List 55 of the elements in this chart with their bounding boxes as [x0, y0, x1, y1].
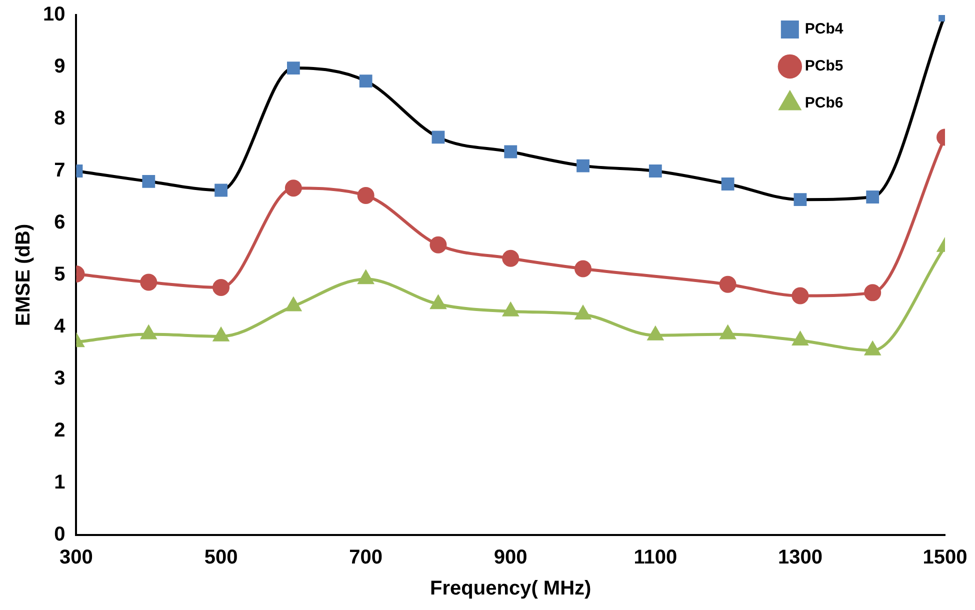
point: [286, 298, 301, 312]
point: [866, 190, 880, 204]
y-tick-label: 5: [54, 264, 66, 286]
point: [214, 184, 228, 197]
point: [574, 260, 592, 278]
x-tick-label: 1300: [778, 546, 822, 569]
point: [430, 296, 446, 310]
point: [576, 159, 590, 172]
point: [792, 332, 808, 346]
x-tick-label: 1100: [634, 546, 678, 569]
point: [648, 326, 663, 340]
y-tick-label: 1: [54, 472, 66, 494]
y-axis-title: EMSE (dB): [12, 224, 35, 326]
point: [865, 342, 880, 356]
x-tick-label: 900: [494, 546, 528, 569]
point: [141, 326, 156, 340]
point: [504, 145, 518, 158]
y-tick-label: 2: [54, 420, 66, 442]
x-tick-label: 700: [349, 546, 383, 569]
y-tick-label: 4: [54, 316, 66, 338]
x-tick-label: 1500: [922, 546, 968, 569]
point: [359, 74, 372, 88]
point: [720, 326, 736, 340]
point: [721, 178, 734, 190]
legend-label: PCb6: [804, 94, 844, 112]
y-tick-label: 0: [54, 524, 66, 546]
legend-label: PCb5: [804, 58, 844, 75]
legend-label: PCb4: [804, 20, 844, 38]
point: [284, 180, 302, 197]
point: [794, 193, 807, 206]
x-axis-title: Frequency( MHz): [430, 578, 592, 600]
y-tick-label: 3: [54, 368, 66, 390]
point: [212, 278, 230, 296]
point: [575, 306, 591, 320]
point: [864, 284, 882, 302]
point: [358, 270, 374, 284]
point: [503, 302, 518, 316]
point: [432, 130, 445, 144]
point: [648, 164, 662, 178]
x-tick-label: 500: [204, 546, 238, 569]
point: [430, 236, 447, 254]
point: [502, 250, 520, 267]
point: [142, 174, 156, 188]
point: [213, 328, 229, 342]
y-tick-label: 9: [54, 56, 66, 78]
x-tick-label: 300: [60, 546, 93, 569]
point: [719, 276, 736, 293]
point: [286, 62, 300, 74]
y-tick-label: 6: [54, 212, 66, 234]
point: [140, 274, 158, 291]
point: [792, 287, 809, 304]
y-tick-label: 10: [42, 4, 66, 26]
point: [357, 186, 374, 204]
y-tick-label: 7: [54, 160, 66, 182]
y-tick-label: 8: [54, 108, 66, 130]
